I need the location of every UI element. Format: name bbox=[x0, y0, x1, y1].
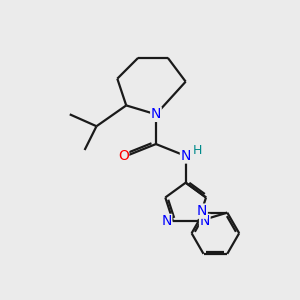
Text: N: N bbox=[197, 204, 207, 218]
Text: H: H bbox=[192, 144, 202, 157]
Text: N: N bbox=[181, 149, 191, 163]
Text: N: N bbox=[161, 214, 172, 228]
Text: N: N bbox=[151, 107, 161, 121]
Text: N: N bbox=[200, 214, 210, 228]
Text: O: O bbox=[118, 149, 129, 163]
